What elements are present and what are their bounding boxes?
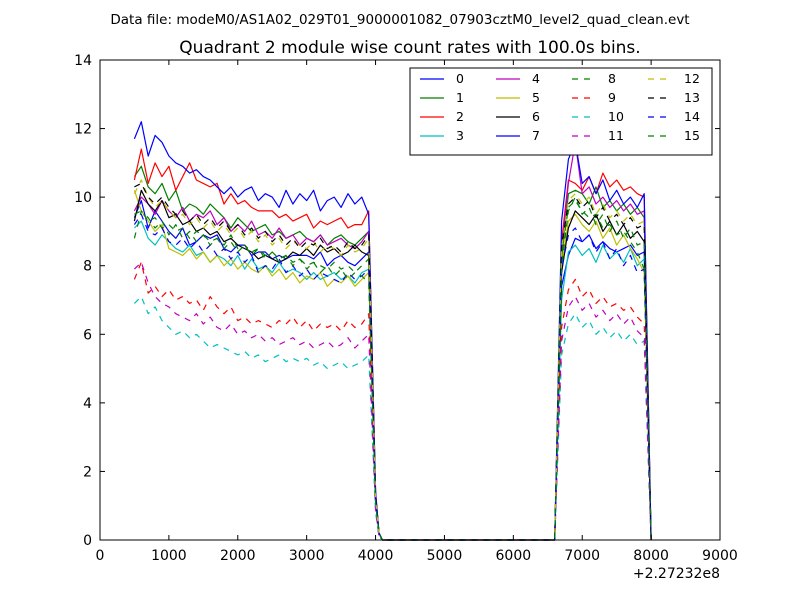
legend-label-4: 4 (532, 71, 540, 86)
y-tick-label: 6 (83, 327, 92, 343)
y-tick-label: 0 (83, 533, 92, 549)
x-tick-label: 1000 (151, 548, 187, 564)
legend-label-1: 1 (456, 90, 464, 105)
legend-label-6: 6 (532, 109, 540, 124)
x-tick-label: 9000 (702, 548, 738, 564)
x-tick-label: 0 (96, 548, 105, 564)
x-axis: 0 1000 2000 3000 4000 5000 6000 7000 8000 9000 (96, 60, 738, 564)
legend-label-9: 9 (608, 90, 616, 105)
y-tick-label: 14 (74, 53, 92, 69)
legend-label-14: 14 (684, 109, 700, 124)
series-line-9 (133, 261, 652, 541)
legend-label-8: 8 (608, 71, 616, 86)
y-tick-label: 10 (74, 190, 92, 206)
series-line-12 (133, 179, 652, 541)
x-tick-label: 8000 (633, 548, 669, 564)
legend-label-7: 7 (532, 128, 540, 143)
y-tick-label: 12 (74, 122, 92, 138)
legend-label-2: 2 (456, 109, 464, 124)
x-tick-label: 3000 (289, 548, 325, 564)
legend-label-13: 13 (684, 90, 700, 105)
legend-box (409, 67, 713, 156)
suptitle: Data file: modeM0/AS1A02_029T01_90000010… (110, 12, 689, 28)
axes-frame (99, 59, 721, 541)
legend-label-3: 3 (456, 128, 464, 143)
x-tick-label: 7000 (564, 548, 600, 564)
legend-label-12: 12 (684, 71, 700, 86)
x-tick-label: 2000 (220, 548, 256, 564)
y-tick-label: 4 (83, 396, 92, 412)
x-offset-label: +2.27232e8 (633, 566, 720, 582)
legend-label-5: 5 (532, 90, 540, 105)
legend-label-15: 15 (684, 128, 700, 143)
y-tick-label: 8 (83, 259, 92, 275)
legend-label-11: 11 (608, 128, 624, 143)
legend-label-0: 0 (456, 71, 464, 86)
chart-title: Quadrant 2 module wise count rates with … (179, 38, 640, 58)
x-tick-label: 6000 (496, 548, 532, 564)
x-tick-label: 4000 (358, 548, 394, 564)
y-tick-label: 2 (83, 464, 92, 480)
legend-label-10: 10 (608, 109, 624, 124)
x-tick-label: 5000 (427, 548, 463, 564)
